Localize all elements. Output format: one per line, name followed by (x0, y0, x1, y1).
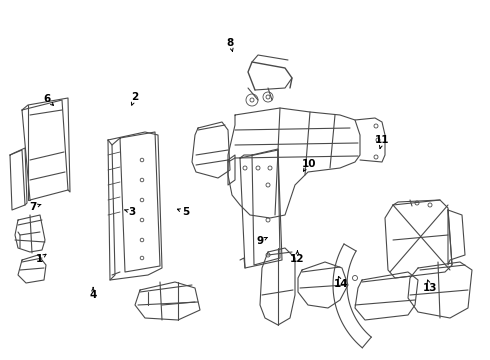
Text: 5: 5 (183, 207, 190, 217)
Text: 14: 14 (334, 279, 349, 289)
Text: 10: 10 (301, 159, 316, 169)
Text: 1: 1 (36, 254, 43, 264)
Text: 13: 13 (423, 283, 438, 293)
Text: 3: 3 (129, 207, 136, 217)
Text: 11: 11 (375, 135, 390, 145)
Text: 4: 4 (89, 290, 97, 300)
Text: 7: 7 (29, 202, 37, 212)
Text: 9: 9 (256, 236, 263, 246)
Text: 6: 6 (43, 94, 50, 104)
Text: 2: 2 (131, 92, 138, 102)
Text: 8: 8 (227, 38, 234, 48)
Text: 12: 12 (290, 254, 305, 264)
